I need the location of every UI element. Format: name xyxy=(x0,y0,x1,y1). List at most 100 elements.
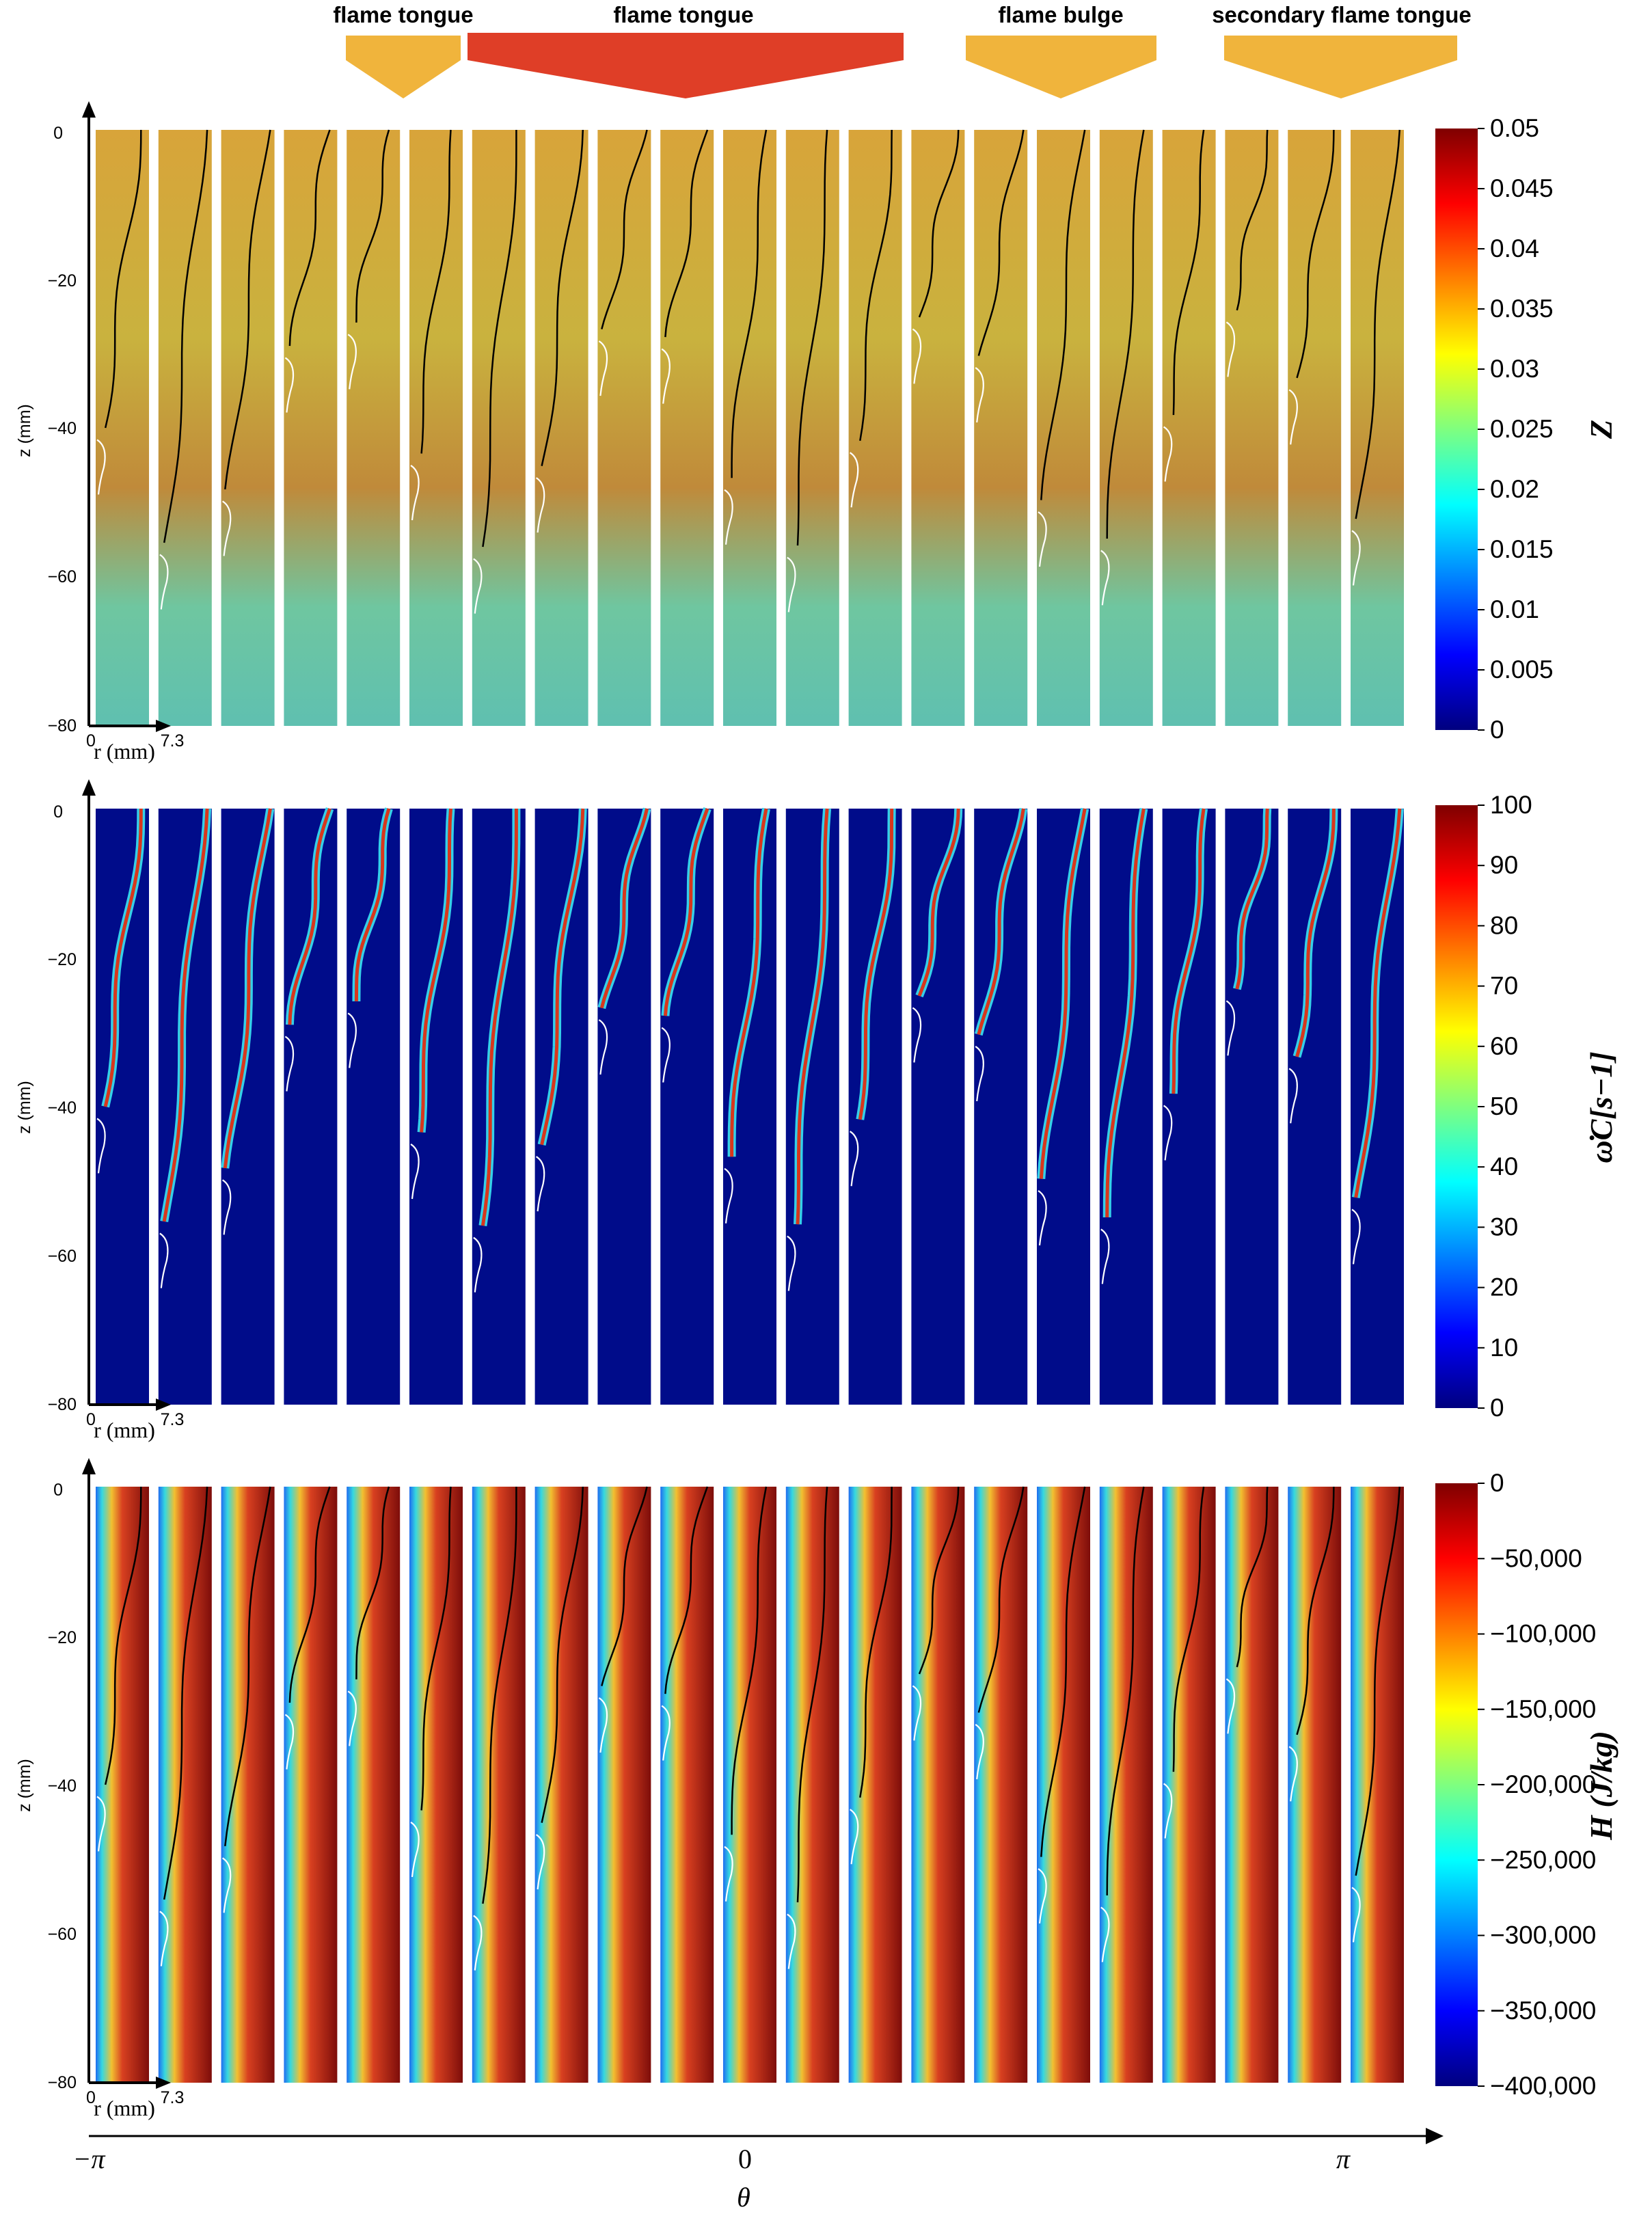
white-contour-6 xyxy=(473,1237,483,1293)
slice-field-z-5 xyxy=(409,130,463,726)
colorbar-omega-gradient xyxy=(1435,805,1478,1408)
colorbar-h-tick-6: −300,000 xyxy=(1490,1921,1596,1949)
slice-field-z-19 xyxy=(1288,130,1342,726)
white-contour-12 xyxy=(849,1809,859,1865)
slice-h-1 xyxy=(158,1486,212,2083)
annotation-label-3: flame bulge xyxy=(998,2,1123,27)
flame-front-contour-10 xyxy=(731,129,768,478)
flame-front-contour-8 xyxy=(601,1486,648,1686)
slice-h-5 xyxy=(409,1486,463,2083)
slice-omega-8 xyxy=(597,807,651,1405)
slice-z-18 xyxy=(1225,129,1279,726)
white-contour-18 xyxy=(1226,1000,1236,1056)
slice-z-11 xyxy=(785,129,839,726)
flame-front-contour-19 xyxy=(1296,1486,1335,1735)
white-contour-2 xyxy=(221,1179,232,1235)
slice-omega-0 xyxy=(96,808,149,1405)
slice-field-h-3 xyxy=(284,1487,338,2083)
white-contour-2 xyxy=(221,1857,232,1913)
y-tick-h-3: −60 xyxy=(48,1925,77,1944)
white-contour-5 xyxy=(410,1822,420,1878)
slice-field-z-11 xyxy=(785,130,839,726)
colorbar-z-tick-4: 0.03 xyxy=(1490,355,1539,383)
slice-field-h-7 xyxy=(534,1487,588,2083)
white-contour-15 xyxy=(1038,1868,1047,1924)
slice-field-z-15 xyxy=(1037,130,1090,726)
colorbar-z-title: Z xyxy=(1584,420,1619,440)
slice-field-z-18 xyxy=(1225,130,1279,726)
slice-field-h-19 xyxy=(1288,1487,1342,2083)
x-axis-arrow-omega xyxy=(156,1398,171,1411)
colorbar-h: 0 −50,000 −100,000 −150,000 −200,000 −250,000… xyxy=(1435,1469,1619,2100)
white-contour-11 xyxy=(787,1235,796,1291)
white-contour-20 xyxy=(1351,1208,1361,1265)
colorbar-z-tick-1: 0.045 xyxy=(1490,174,1554,202)
x-tick-omega-1: 7.3 xyxy=(161,1410,185,1429)
x-axis-label-z: r (mm) xyxy=(94,739,155,764)
colorbar-omega-title: ω̇C[s−1] xyxy=(1584,1051,1619,1163)
slices-h xyxy=(96,1486,1404,2083)
white-contour-8 xyxy=(598,340,608,396)
white-contour-17 xyxy=(1163,1105,1173,1161)
white-contour-12 xyxy=(849,1131,859,1187)
white-contour-19 xyxy=(1288,1746,1298,1802)
flame-front-contour-19 xyxy=(1296,129,1335,379)
reaction-zone-core-15 xyxy=(1039,808,1087,1179)
slice-field-z-16 xyxy=(1099,130,1153,726)
slice-field-z-13 xyxy=(911,130,965,726)
white-contour-6 xyxy=(473,1915,483,1971)
theta-tick-minus-pi: −π xyxy=(72,2144,105,2174)
slice-omega-17 xyxy=(1162,808,1216,1405)
slice-h-15 xyxy=(1037,1486,1090,2083)
flame-front-contour-13 xyxy=(918,1486,960,1675)
flame-front-contour-3 xyxy=(288,129,331,347)
slice-field-omega-17 xyxy=(1162,809,1216,1405)
slice-field-h-20 xyxy=(1351,1487,1404,2083)
slice-field-z-6 xyxy=(472,130,526,726)
white-contour-18 xyxy=(1226,1678,1236,1734)
slice-field-h-14 xyxy=(974,1487,1028,2083)
slice-field-h-0 xyxy=(96,1487,149,2083)
slice-h-12 xyxy=(848,1486,902,2083)
slice-field-h-9 xyxy=(660,1487,714,2083)
slice-h-17 xyxy=(1162,1486,1216,2083)
flame-front-contour-10 xyxy=(731,1486,768,1835)
slice-field-h-10 xyxy=(723,1487,776,2083)
colorbar-z-tick-9: 0.005 xyxy=(1490,656,1554,684)
y-tick-h-1: −20 xyxy=(48,1628,77,1647)
reaction-zone-core-4 xyxy=(354,808,391,1001)
x-tick-h-1: 7.3 xyxy=(161,2088,185,2107)
slice-z-13 xyxy=(911,129,965,726)
slice-omega-12 xyxy=(848,808,902,1405)
white-contour-5 xyxy=(410,465,420,521)
slice-field-omega-13 xyxy=(911,809,965,1405)
slice-z-20 xyxy=(1351,129,1404,726)
slice-field-omega-12 xyxy=(848,809,902,1405)
slice-z-5 xyxy=(409,129,463,726)
slice-omega-13 xyxy=(911,808,965,1405)
slices-omega xyxy=(96,807,1404,1405)
annotation-bar: flame tongue flame tongue flame bulge se… xyxy=(333,2,1472,98)
theta-tick-pi: π xyxy=(1336,2144,1351,2174)
white-contour-20 xyxy=(1351,1887,1361,1943)
slice-field-h-17 xyxy=(1162,1487,1216,2083)
slice-field-z-12 xyxy=(848,130,902,726)
slice-field-z-10 xyxy=(723,130,776,726)
white-contour-18 xyxy=(1226,321,1236,377)
white-contour-13 xyxy=(912,328,922,384)
flame-front-contour-18 xyxy=(1236,1486,1269,1668)
flame-front-contour-1 xyxy=(163,129,208,543)
white-contour-11 xyxy=(787,1913,796,1969)
reaction-zone-core-16 xyxy=(1105,808,1146,1218)
reaction-zone-core-11 xyxy=(796,808,829,1225)
reaction-zone-core-5 xyxy=(420,808,452,1133)
flame-front-contour-6 xyxy=(482,130,517,548)
slice-field-z-3 xyxy=(284,130,338,726)
axes-h: 0 −20 −40 −60 −80 z (mm) 0 7.3 r (mm) xyxy=(15,1458,184,2120)
colorbar-h-tick-7: −350,000 xyxy=(1490,1997,1596,2025)
slice-field-h-11 xyxy=(785,1487,839,2083)
axes-omega: 0 −20 −40 −60 −80 z (mm) 0 7.3 r (mm) xyxy=(15,779,184,1442)
slice-field-h-18 xyxy=(1225,1487,1279,2083)
x-axis-label-h: r (mm) xyxy=(94,2096,155,2120)
